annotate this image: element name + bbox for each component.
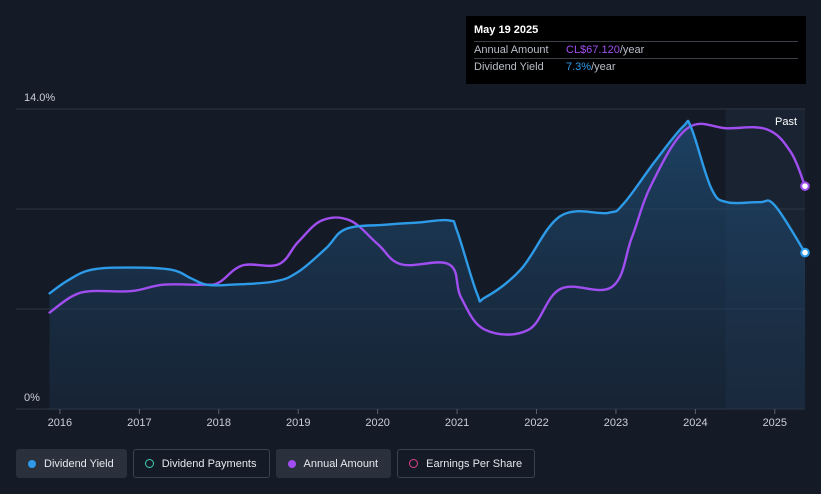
x-tick-label: 2021: [445, 417, 469, 429]
dividend-payments-circle-icon: [144, 459, 154, 468]
dividend-yield-end-marker[interactable]: [800, 247, 810, 258]
legend-label: Earnings Per Share: [426, 457, 523, 470]
tooltip-row-dividend-yield: Dividend Yield 7.3% /year: [474, 58, 798, 75]
x-tick-label: 2017: [127, 417, 151, 429]
y-tick-label: 0%: [24, 392, 40, 404]
tooltip-unit: /year: [591, 61, 616, 73]
x-tick-label: 2025: [763, 417, 787, 429]
tooltip-label: Annual Amount: [474, 44, 549, 56]
annual-amount-line: [48, 122, 807, 336]
x-tick-label: 2020: [365, 417, 389, 429]
legend-item-earnings-per-share[interactable]: Earnings Per Share: [397, 449, 536, 478]
annual-amount-end-marker[interactable]: [800, 181, 810, 191]
legend-item-dividend-payments[interactable]: Dividend Payments: [132, 449, 270, 478]
tooltip-label: Dividend Yield: [474, 61, 544, 73]
legend-label: Annual Amount: [303, 457, 379, 470]
legend: Dividend Yield Dividend Payments Annual …: [16, 449, 536, 478]
annual-amount-dot-icon: [287, 459, 296, 468]
legend-label: Dividend Payments: [161, 457, 257, 470]
x-tick-label: 2019: [286, 417, 310, 429]
earnings-per-share-circle-icon: [409, 459, 419, 468]
dividend-yield-area: [49, 120, 805, 410]
tooltip-unit: /year: [619, 44, 645, 56]
dividend-yield-line: [48, 119, 807, 303]
legend-label: Dividend Yield: [44, 457, 114, 470]
tooltip-value: 7.3%: [566, 61, 592, 73]
tooltip-date: May 19 2025: [474, 24, 539, 36]
x-tick-label: 2022: [524, 417, 548, 429]
y-tick-label: 14.0%: [24, 92, 55, 104]
past-label: Past: [775, 116, 797, 128]
x-tick-label: 2018: [207, 417, 231, 429]
x-tick-label: 2024: [683, 417, 707, 429]
tooltip: May 19 2025 Annual Amount CL$67.120 /yea…: [466, 16, 806, 84]
tooltip-row-annual-amount: Annual Amount CL$67.120 /year: [474, 41, 798, 58]
x-tick-label: 2016: [48, 417, 72, 429]
legend-item-annual-amount[interactable]: Annual Amount: [275, 449, 392, 478]
x-tick-label: 2023: [604, 417, 628, 429]
dividend-yield-dot-icon: [28, 459, 36, 468]
legend-item-dividend-yield[interactable]: Dividend Yield: [16, 449, 127, 478]
tooltip-value: CL$67.120: [566, 44, 620, 56]
